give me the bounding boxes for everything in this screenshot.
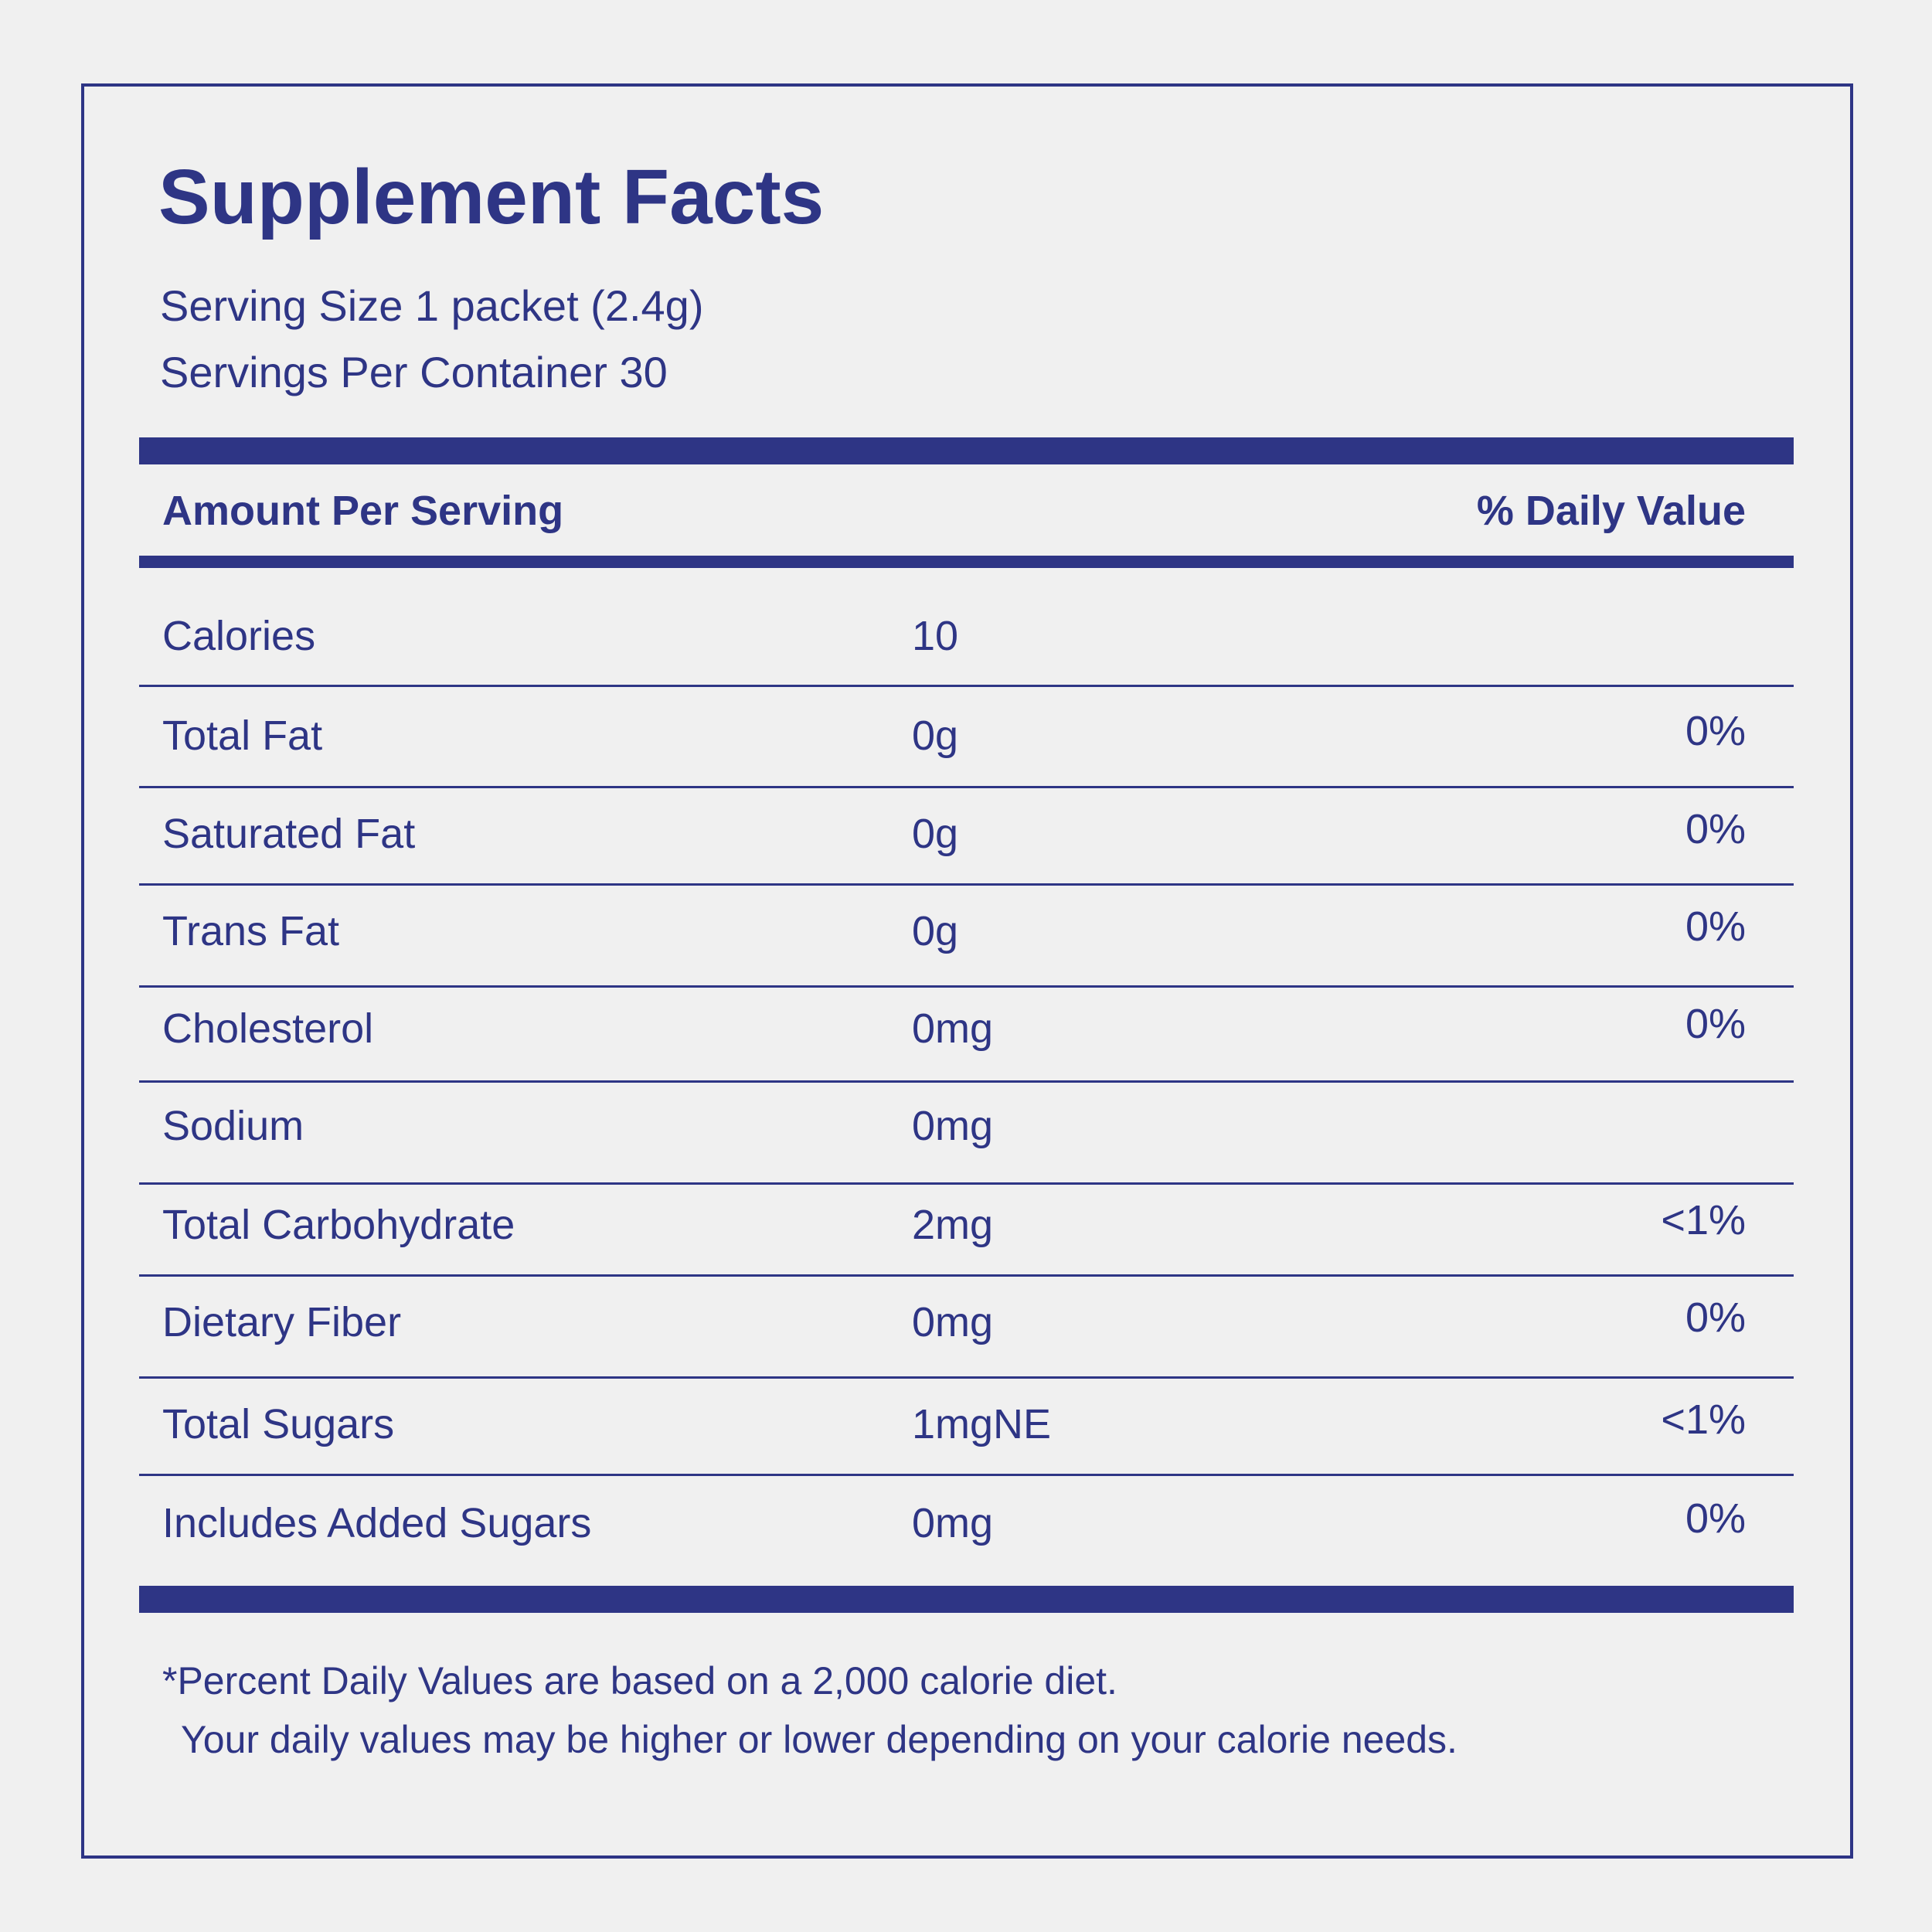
row-divider	[139, 985, 1794, 988]
thick-rule	[139, 1586, 1794, 1613]
servings-per-container: Servings Per Container 30	[160, 348, 668, 396]
nutrient-name: Total Fat	[162, 713, 323, 759]
footnote: *Percent Daily Values are based on a 2,0…	[162, 1659, 1117, 1702]
title: Supplement Facts	[158, 154, 825, 240]
nutrient-name: Cholesterol	[162, 1005, 374, 1052]
nutrient-name: Sodium	[162, 1103, 304, 1149]
nutrient-name: Dietary Fiber	[162, 1299, 402, 1345]
nutrient-amount: 0mg	[912, 1103, 994, 1149]
daily-value: 0%	[1685, 903, 1746, 950]
column-header: Amount Per Serving	[162, 488, 564, 534]
nutrient-amount: 0mg	[912, 1005, 994, 1052]
row-divider	[139, 883, 1794, 886]
label-frame	[81, 83, 1853, 1859]
column-header: % Daily Value	[1476, 488, 1746, 534]
nutrient-amount: 0g	[912, 908, 959, 954]
nutrient-amount: 0mg	[912, 1299, 994, 1345]
nutrient-amount: 2mg	[912, 1202, 994, 1248]
medium-rule	[139, 556, 1794, 568]
thick-rule	[139, 437, 1794, 464]
daily-value: <1%	[1661, 1197, 1746, 1243]
row-divider	[139, 786, 1794, 788]
nutrient-amount: 10	[912, 613, 959, 659]
daily-value: 0%	[1685, 1001, 1746, 1047]
daily-value: 0%	[1685, 1294, 1746, 1341]
row-divider	[139, 1376, 1794, 1379]
nutrient-amount: 0g	[912, 713, 959, 759]
nutrient-name: Trans Fat	[162, 908, 340, 954]
nutrient-name: Total Carbohydrate	[162, 1202, 515, 1248]
nutrient-amount: 0g	[912, 811, 959, 857]
row-divider	[139, 685, 1794, 687]
nutrient-name: Includes Added Sugars	[162, 1500, 592, 1546]
nutrient-amount: 0mg	[912, 1500, 994, 1546]
nutrient-name: Calories	[162, 613, 316, 659]
serving-size: Serving Size 1 packet (2.4g)	[160, 281, 704, 330]
row-divider	[139, 1182, 1794, 1185]
row-divider	[139, 1474, 1794, 1476]
daily-value: 0%	[1685, 708, 1746, 754]
nutrient-name: Total Sugars	[162, 1401, 395, 1447]
footnote: Your daily values may be higher or lower…	[181, 1718, 1458, 1761]
row-divider	[139, 1274, 1794, 1277]
nutrient-amount: 1mgNE	[912, 1401, 1052, 1447]
nutrient-name: Saturated Fat	[162, 811, 416, 857]
daily-value: <1%	[1661, 1396, 1746, 1443]
daily-value: 0%	[1685, 806, 1746, 852]
row-divider	[139, 1080, 1794, 1083]
daily-value: 0%	[1685, 1495, 1746, 1542]
